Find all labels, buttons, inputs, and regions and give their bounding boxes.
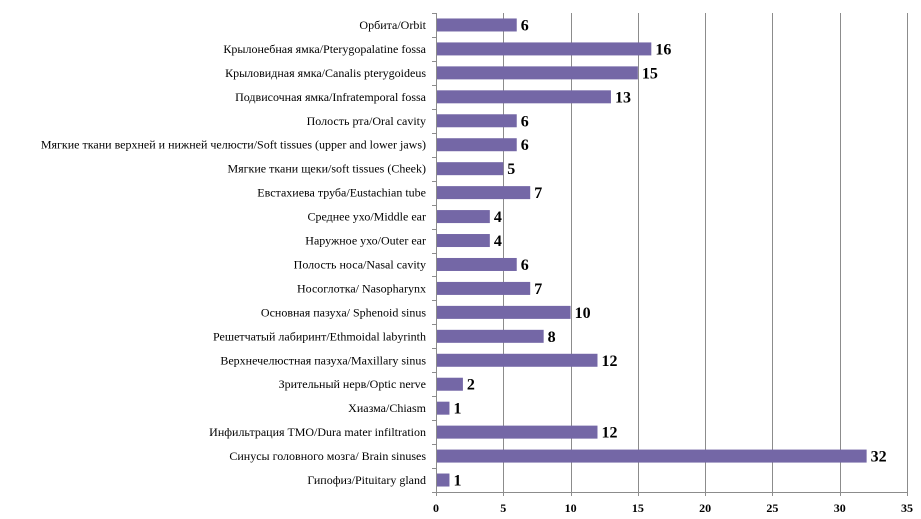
category-label-1: Крылонебная ямка/Pterygopalatine fossa (223, 42, 426, 56)
category-label-12: Основная пазуха/ Sphenoid sinus (261, 305, 426, 319)
x-tick-label-30: 30 (834, 501, 846, 515)
value-label-5: 6 (521, 137, 529, 154)
x-tick-label-20: 20 (699, 501, 711, 515)
category-label-7: Евстахиева труба/Eustachian tube (257, 186, 426, 200)
axes (432, 13, 908, 496)
category-label-19: Гипофиз/Pituitary gland (307, 473, 426, 487)
bar-0 (436, 18, 517, 32)
x-tick-label-5: 5 (500, 501, 506, 515)
x-tick-labels: 0 5 10 15 20 25 30 35 (433, 501, 913, 515)
category-label-6: Мягкие ткани щеки/soft tissues (Cheek) (227, 162, 426, 176)
category-label-13: Решетчатый лабиринт/Ethmoidal labyrinth (213, 329, 426, 343)
value-label-4: 6 (521, 113, 529, 130)
x-tick-label-0: 0 (433, 501, 439, 515)
bar-7 (436, 186, 531, 200)
bar-9 (436, 234, 490, 248)
category-label-18: Синусы головного мозга/ Brain sinuses (229, 449, 426, 463)
value-label-9: 4 (494, 233, 502, 250)
category-label-16: Хиазма/Chiasm (348, 401, 426, 415)
category-label-0: Орбита/Orbit (359, 18, 426, 32)
category-label-15: Зрительный нерв/Optic nerve (279, 377, 426, 391)
bar-13 (436, 329, 544, 343)
value-label-7: 7 (534, 185, 542, 202)
value-label-14: 12 (601, 353, 617, 370)
value-label-18: 32 (871, 449, 887, 466)
x-tick-label-10: 10 (565, 501, 577, 515)
bar-19 (436, 473, 450, 487)
value-label-15: 2 (467, 377, 475, 394)
category-label-10: Полость носа/Nasal cavity (294, 257, 426, 271)
bars (436, 18, 867, 487)
bar-5 (436, 138, 517, 152)
value-label-12: 10 (575, 305, 591, 322)
category-label-17: Инфильтрация ТМО/Dura mater infiltration (209, 425, 426, 439)
value-label-17: 12 (601, 425, 617, 442)
bar-4 (436, 114, 517, 128)
x-tick-label-35: 35 (901, 501, 913, 515)
value-label-3: 13 (615, 89, 631, 106)
category-label-9: Наружное ухо/Outer ear (305, 234, 426, 248)
bar-1 (436, 42, 652, 56)
bar-17 (436, 425, 598, 439)
category-label-2: Крыловидная ямка/Canalis pterygoideus (225, 66, 426, 80)
bar-12 (436, 305, 571, 319)
x-tick-label-15: 15 (632, 501, 644, 515)
category-label-8: Среднее ухо/Middle ear (307, 210, 426, 224)
value-label-1: 16 (655, 41, 671, 58)
bar-18 (436, 449, 867, 463)
value-label-2: 15 (642, 65, 658, 82)
value-label-6: 5 (507, 161, 515, 178)
bar-8 (436, 210, 490, 224)
category-label-5: Мягкие ткани верхней и нижней челюсти/So… (41, 138, 426, 152)
value-label-16: 1 (453, 401, 461, 418)
value-label-11: 7 (534, 281, 542, 298)
bar-15 (436, 377, 463, 391)
gridlines (503, 13, 908, 492)
bar-16 (436, 401, 450, 415)
value-label-8: 4 (494, 209, 502, 226)
category-labels: Орбита/Orbit Крылонебная ямка/Pterygopala… (41, 18, 427, 487)
value-label-19: 1 (453, 473, 461, 490)
value-label-13: 8 (548, 329, 556, 346)
x-tick-label-25: 25 (766, 501, 778, 515)
category-label-3: Подвисочная ямка/Infratemporal fossa (235, 90, 427, 104)
value-label-0: 6 (521, 17, 529, 34)
bar-14 (436, 353, 598, 367)
bar-6 (436, 162, 504, 176)
category-label-14: Верхнечелюстная пазуха/Maxillary sinus (220, 353, 426, 367)
category-label-11: Носоглотка/ Nasopharynx (297, 281, 426, 295)
bar-10 (436, 257, 517, 271)
value-label-10: 6 (521, 257, 529, 274)
category-label-4: Полость рта/Oral cavity (307, 114, 426, 128)
bar-3 (436, 90, 611, 104)
bar-11 (436, 281, 531, 295)
bar-2 (436, 66, 638, 80)
